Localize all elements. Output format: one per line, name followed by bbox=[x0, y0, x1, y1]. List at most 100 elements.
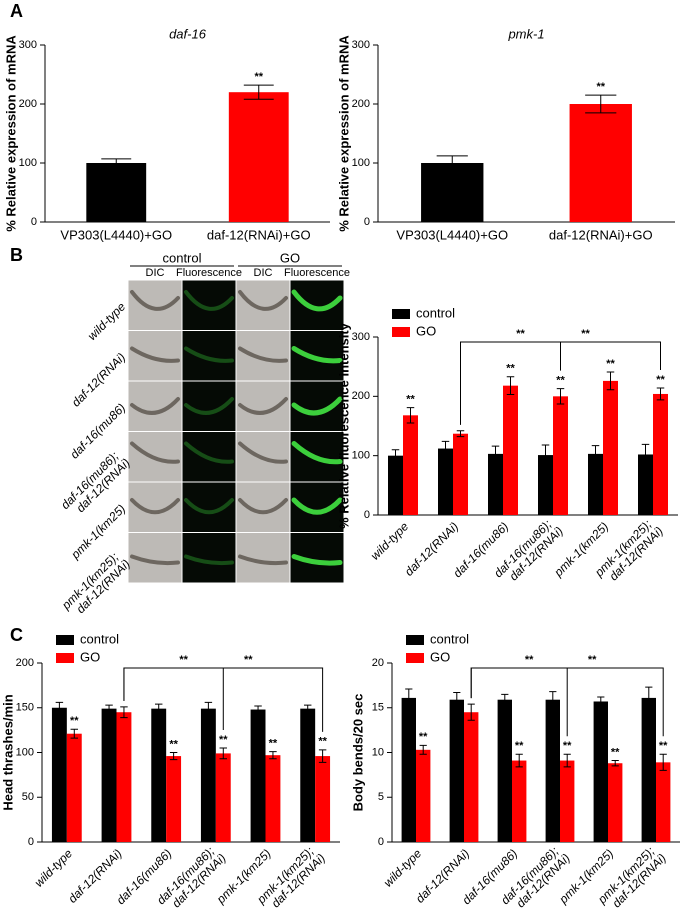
worm bbox=[291, 441, 343, 465]
bracket-label: ** bbox=[516, 328, 525, 340]
bar bbox=[438, 448, 453, 515]
legend-label: control bbox=[80, 631, 119, 646]
error-bar bbox=[556, 388, 565, 405]
bar bbox=[608, 763, 623, 842]
legend-label: GO bbox=[430, 649, 450, 664]
column-header: Fluorescence bbox=[284, 267, 350, 279]
worm bbox=[184, 441, 234, 464]
error-bar bbox=[169, 752, 178, 761]
column-header: DIC bbox=[254, 267, 273, 279]
row-label: daf-12(RNAi) bbox=[69, 350, 128, 409]
bar bbox=[593, 701, 608, 842]
y-tick-label: 0 bbox=[28, 836, 34, 848]
error-bar bbox=[303, 704, 312, 713]
error-bar bbox=[318, 749, 327, 763]
bar bbox=[653, 393, 668, 515]
bar bbox=[464, 712, 479, 842]
bracket bbox=[123, 667, 324, 732]
error-bar bbox=[405, 688, 413, 708]
chart-title: pmk-1 bbox=[507, 26, 544, 41]
y-tick-label: 100 bbox=[352, 450, 370, 462]
column-header: Fluorescence bbox=[176, 267, 242, 279]
micrograph bbox=[236, 482, 290, 532]
legend-label: control bbox=[416, 305, 455, 320]
y-tick-label: 10 bbox=[372, 746, 384, 758]
y-tick-label: 200 bbox=[16, 657, 34, 669]
error-bar bbox=[467, 703, 475, 721]
x-tick-label: wild-type bbox=[381, 846, 425, 890]
bar bbox=[421, 163, 484, 222]
bar bbox=[545, 699, 560, 842]
x-tick-label: VP303(L4440)+GO bbox=[60, 227, 172, 242]
worm bbox=[130, 397, 180, 415]
group-header: GO bbox=[280, 250, 300, 265]
bar bbox=[453, 433, 468, 515]
worm bbox=[130, 554, 180, 566]
y-axis-label: Body bends/20 sec bbox=[350, 694, 365, 812]
micrograph bbox=[128, 331, 182, 381]
error-bar bbox=[591, 445, 600, 463]
y-tick-label: 300 bbox=[352, 331, 370, 343]
significance: ** bbox=[506, 363, 515, 375]
bracket bbox=[460, 341, 661, 425]
significance: ** bbox=[596, 81, 605, 93]
worm bbox=[291, 396, 343, 416]
significance: ** bbox=[406, 394, 415, 406]
bar bbox=[403, 415, 418, 515]
significance: ** bbox=[606, 358, 615, 370]
micrograph bbox=[182, 482, 236, 532]
worm bbox=[238, 290, 288, 311]
y-axis-label: Head thrashes/min bbox=[0, 694, 15, 810]
micrograph bbox=[182, 280, 236, 330]
legend-label: GO bbox=[416, 323, 436, 338]
bar bbox=[641, 697, 656, 842]
bar bbox=[401, 697, 416, 842]
error-bar bbox=[105, 704, 113, 713]
error-bar bbox=[585, 94, 617, 114]
error-bar bbox=[515, 753, 523, 768]
worm bbox=[184, 290, 234, 311]
bar bbox=[503, 385, 518, 515]
bar bbox=[66, 733, 82, 842]
bar bbox=[538, 455, 553, 515]
error-bar bbox=[453, 692, 461, 708]
bar bbox=[215, 753, 231, 842]
bar bbox=[51, 707, 67, 842]
bar bbox=[603, 380, 618, 515]
significance: ** bbox=[563, 740, 572, 752]
micrograph bbox=[128, 280, 182, 330]
micrograph bbox=[182, 331, 236, 381]
x-tick-label: wild-type bbox=[368, 519, 412, 563]
legend-swatch bbox=[392, 309, 410, 319]
error-bar bbox=[243, 84, 274, 100]
legend-swatch bbox=[406, 653, 424, 663]
y-tick-label: 5 bbox=[378, 791, 384, 803]
bracket-label: ** bbox=[588, 654, 597, 666]
y-tick-label: 0 bbox=[31, 216, 37, 228]
error-bar bbox=[456, 430, 465, 438]
y-tick-label: 100 bbox=[19, 157, 37, 169]
bar bbox=[265, 755, 281, 842]
error-bar bbox=[641, 443, 650, 466]
row-label: wild-type bbox=[85, 299, 129, 343]
legend-swatch bbox=[406, 635, 424, 645]
x-tick-label: wild-type bbox=[32, 846, 76, 890]
legend-label: control bbox=[430, 631, 469, 646]
significance: ** bbox=[219, 734, 228, 746]
error-bar bbox=[656, 387, 665, 401]
bar bbox=[416, 749, 431, 842]
chart-title: daf-16 bbox=[169, 26, 207, 41]
error-bar bbox=[611, 760, 619, 767]
worm bbox=[184, 498, 234, 515]
y-axis-label: % Relative expression of mRNA bbox=[3, 35, 18, 232]
bracket-label: ** bbox=[525, 654, 534, 666]
y-tick-label: 0 bbox=[364, 509, 370, 521]
y-tick-label: 200 bbox=[352, 98, 370, 110]
error-bar bbox=[659, 753, 667, 771]
worm bbox=[184, 346, 234, 363]
significance: ** bbox=[556, 375, 565, 387]
panel-label: C bbox=[10, 625, 23, 645]
legend-swatch bbox=[392, 327, 410, 337]
bar bbox=[250, 709, 266, 842]
